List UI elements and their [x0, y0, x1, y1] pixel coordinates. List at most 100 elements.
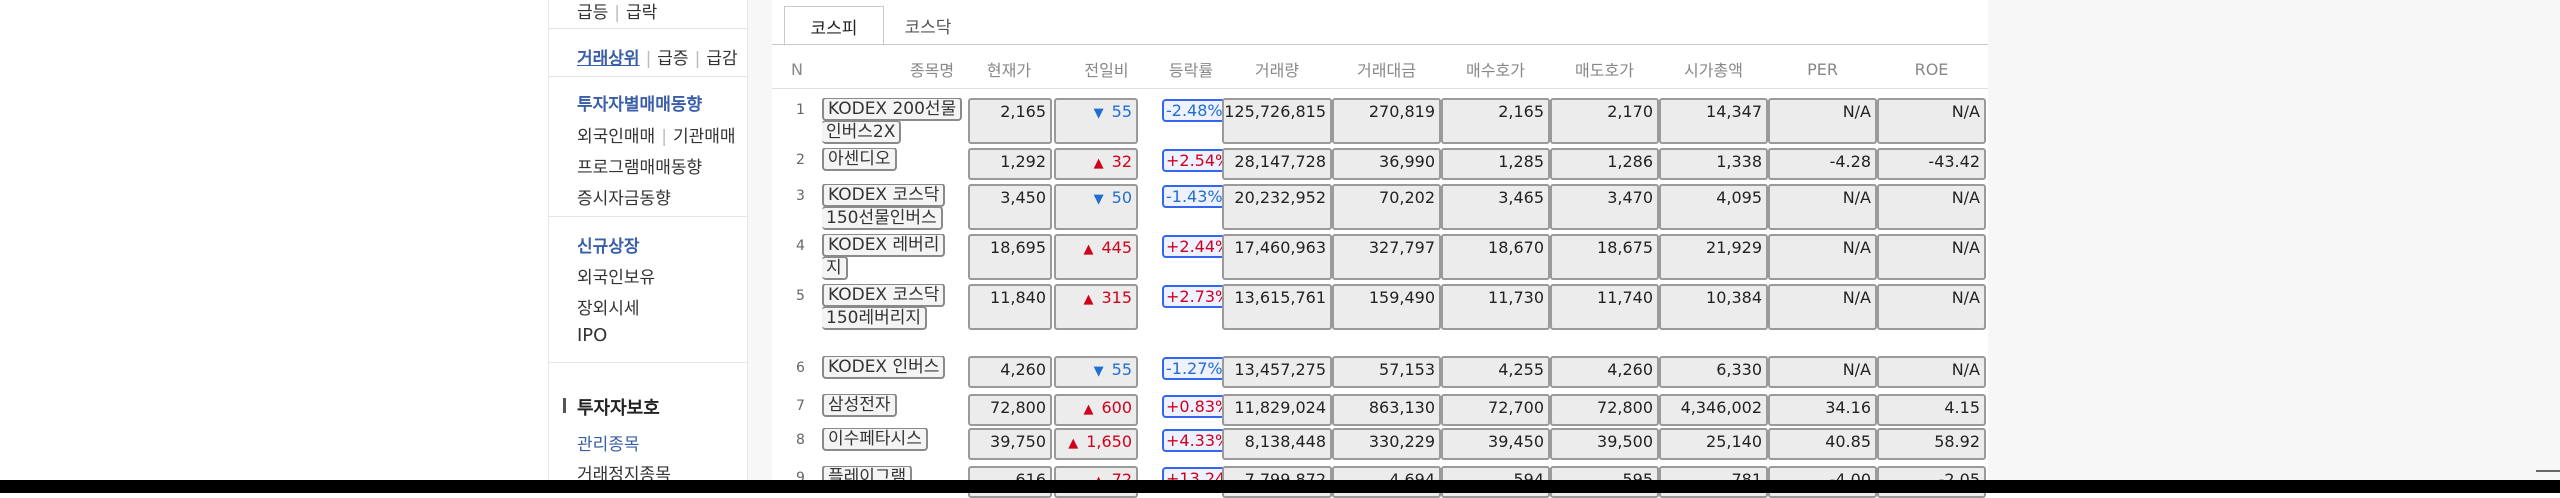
stock-name-link[interactable]: 아센디오 [822, 148, 968, 171]
price-change-value: 50 [1111, 188, 1132, 207]
change-rate: +2.44% [1162, 235, 1235, 258]
nav-link-plunge[interactable]: 급락 [626, 3, 658, 23]
nav-link-new-listing[interactable]: 신규상장 [577, 237, 640, 257]
roe-value: N/A [1877, 234, 1986, 280]
column-header-n[interactable]: N [791, 59, 803, 79]
column-header-cap[interactable]: 시가총액 [1684, 61, 1743, 80]
column-header-ask[interactable]: 매도호가 [1575, 61, 1634, 80]
change-rate: +2.54% [1162, 149, 1235, 172]
price-change: ▼ 50 [1054, 184, 1138, 230]
triangle-up-icon: ▲ [1068, 436, 1079, 451]
column-header-volume[interactable]: 거래량 [1254, 61, 1300, 80]
nav-link-investor-trend[interactable]: 투자자별매매동향 [577, 95, 703, 115]
price-change: ▼ 55 [1054, 98, 1138, 144]
ask-price: 72,800 [1550, 394, 1659, 426]
trade-volume: 8,138,448 [1222, 428, 1332, 460]
nav-link-program-trade[interactable]: 프로그램매매동향 [577, 158, 703, 178]
current-price: 2,165 [968, 98, 1052, 144]
stock-name-line1[interactable]: KODEX 코스닥 [822, 284, 946, 307]
stock-name-link[interactable]: KODEX 코스닥 150선물인버스 [822, 184, 968, 230]
nav-link-foreign-trade[interactable]: 외국인매매 [577, 127, 656, 147]
row-number: 4 [796, 238, 805, 254]
nav-link-surge[interactable]: 급등 [577, 3, 609, 23]
price-change-value: 32 [1111, 152, 1132, 171]
stock-name-line1[interactable]: KODEX 200선물 [822, 98, 963, 121]
price-change-value: 445 [1101, 238, 1132, 257]
column-header-roe[interactable]: ROE [1914, 59, 1949, 79]
column-header-rate[interactable]: 등락률 [1168, 61, 1214, 80]
nav-link-ipo[interactable]: IPO [577, 325, 608, 346]
trade-amount: 330,229 [1332, 428, 1441, 460]
column-header-name[interactable]: 종목명 [909, 61, 955, 80]
row-number: 7 [796, 398, 805, 414]
bid-price: 39,450 [1441, 428, 1550, 460]
trade-volume: 17,460,963 [1222, 234, 1332, 280]
triangle-down-icon: ▼ [1093, 364, 1104, 379]
nav-link-institution-trade[interactable]: 기관매매 [672, 127, 736, 147]
column-header-amount[interactable]: 거래대금 [1357, 61, 1416, 80]
market-cap: 25,140 [1659, 428, 1768, 460]
market-cap: 21,929 [1659, 234, 1768, 280]
stock-name-link[interactable]: 삼성전자 [822, 394, 968, 417]
change-rate: +4.33% [1162, 429, 1235, 452]
nav-link-volume-surge[interactable]: 급증 [657, 49, 689, 69]
stock-name-link[interactable]: KODEX 인버스 [822, 356, 968, 379]
stock-name-line2[interactable]: 150선물인버스 [822, 206, 943, 230]
price-change: ▲ 445 [1054, 234, 1138, 280]
stock-name-line2[interactable]: 인버스2X [822, 120, 902, 144]
market-cap: 6,330 [1659, 356, 1768, 388]
change-rate: -2.48% [1162, 99, 1227, 122]
nav-link-managed[interactable]: 관리종목 [577, 435, 640, 455]
nav-section-protection: 투자자보호 [577, 398, 660, 419]
ask-price: 11,740 [1550, 284, 1659, 330]
stock-name-line2[interactable]: 지 [822, 256, 848, 280]
nav-link-volume-drop[interactable]: 급감 [706, 49, 738, 69]
per-value: N/A [1768, 284, 1877, 330]
triangle-up-icon: ▲ [1083, 242, 1094, 257]
ask-price: 4,260 [1550, 356, 1659, 388]
stock-name-link[interactable]: KODEX 코스닥 150레버리지 [822, 284, 968, 330]
stock-name-link[interactable]: 이수페타시스 [822, 428, 968, 451]
roe-value: N/A [1877, 184, 1986, 230]
row-number: 1 [796, 102, 805, 118]
row-number: 8 [796, 432, 805, 448]
column-header-price[interactable]: 현재가 [986, 61, 1032, 80]
triangle-up-icon: ▲ [1083, 402, 1094, 417]
stock-name-link[interactable]: KODEX 200선물 인버스2X [822, 98, 968, 144]
stock-name-line1[interactable]: 삼성전자 [822, 394, 897, 417]
stock-name-line1[interactable]: 아센디오 [822, 148, 897, 171]
market-cap: 10,384 [1659, 284, 1768, 330]
current-price: 39,750 [968, 428, 1052, 460]
nav-link-top-volume[interactable]: 거래상위 [577, 49, 640, 69]
ask-price: 3,470 [1550, 184, 1659, 230]
nav-link-market-fund[interactable]: 증시자금동향 [577, 189, 671, 209]
tab-kosdaq[interactable]: 코스닥 [904, 17, 952, 38]
stock-name-link[interactable]: KODEX 레버리 지 [822, 234, 968, 280]
triangle-down-icon: ▼ [1093, 106, 1104, 121]
tab-kospi[interactable]: 코스피 [784, 6, 884, 46]
bid-price: 4,255 [1441, 356, 1550, 388]
scrollbar-thumb[interactable] [2536, 470, 2560, 472]
nav-link-foreign-holding[interactable]: 외국인보유 [577, 268, 656, 288]
column-header-bid[interactable]: 매수호가 [1466, 61, 1525, 80]
triangle-up-icon: ▲ [1083, 292, 1094, 307]
price-change: ▲ 315 [1054, 284, 1138, 330]
column-header-per[interactable]: PER [1807, 59, 1838, 79]
page-margin-right [1988, 0, 2560, 480]
trade-amount: 159,490 [1332, 284, 1441, 330]
stock-name-line1[interactable]: 이수페타시스 [822, 428, 928, 451]
current-price: 72,800 [968, 394, 1052, 426]
stock-name-line1[interactable]: KODEX 레버리 [822, 234, 946, 257]
column-header-change[interactable]: 전일비 [1084, 61, 1129, 80]
stock-name-line1[interactable]: KODEX 코스닥 [822, 184, 946, 207]
ask-price: 2,170 [1550, 98, 1659, 144]
trade-volume: 13,615,761 [1222, 284, 1332, 330]
stock-name-line1[interactable]: KODEX 인버스 [822, 356, 946, 379]
bid-price: 18,670 [1441, 234, 1550, 280]
change-rate: +2.73% [1162, 285, 1235, 308]
per-value: N/A [1768, 184, 1877, 230]
stock-name-line2[interactable]: 150레버리지 [822, 306, 928, 330]
current-price: 18,695 [968, 234, 1052, 280]
nav-link-offmarket[interactable]: 장외시세 [577, 299, 640, 319]
change-rate: +0.83% [1162, 395, 1235, 418]
